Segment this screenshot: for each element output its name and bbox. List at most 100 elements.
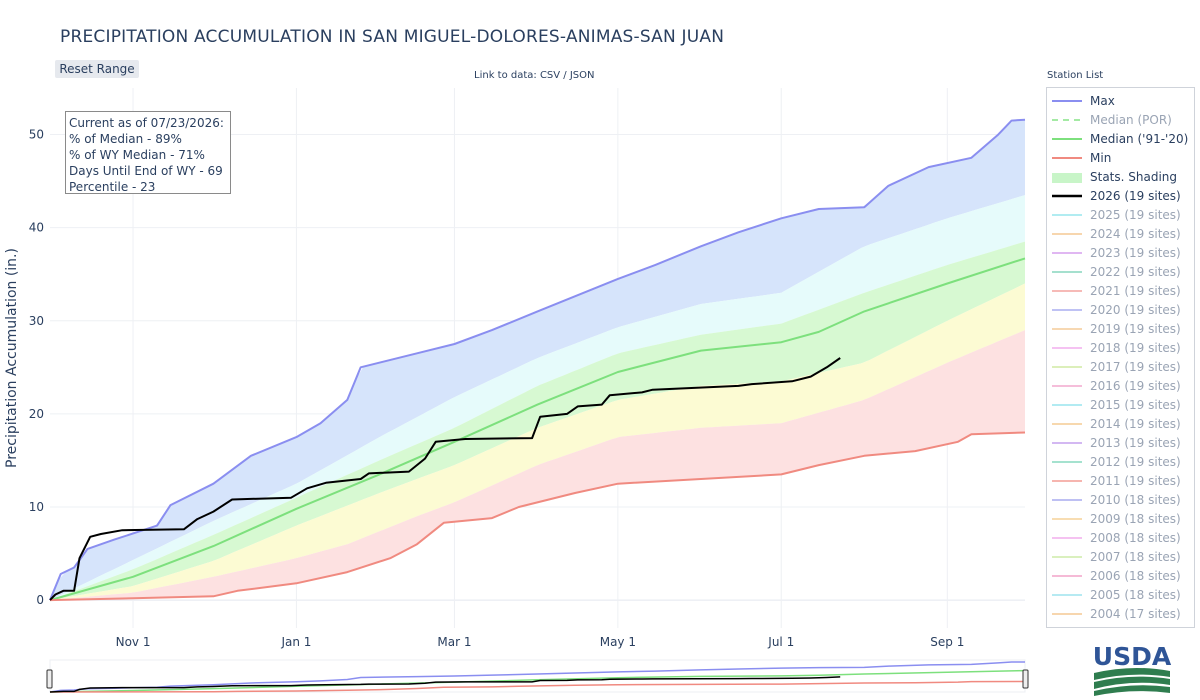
legend-item[interactable]: 2015 (19 sites)	[1051, 396, 1191, 415]
legend-label: 2012 (19 sites)	[1090, 455, 1181, 469]
x-tick-label: Nov 1	[116, 635, 151, 649]
legend-swatch	[1052, 385, 1082, 387]
y-tick-label: 10	[29, 500, 44, 514]
station-legend: Max Median (POR) Median ('91-'20) Min Stats.…	[1046, 87, 1195, 628]
legend-label: 2014 (19 sites)	[1090, 417, 1181, 431]
legend-swatch	[1052, 594, 1082, 596]
legend-swatch	[1052, 290, 1082, 292]
chart-axes: 0 10 20 30 40 50 Nov 1 Jan 1 Mar 1 May 1 Jul 1 Sep …	[29, 128, 965, 649]
legend-label: 2006 (18 sites)	[1090, 569, 1181, 583]
legend-item[interactable]: 2014 (19 sites)	[1051, 415, 1191, 434]
legend-item[interactable]: 2019 (19 sites)	[1051, 320, 1191, 339]
legend-item[interactable]: 2026 (19 sites)	[1051, 187, 1191, 206]
legend-label: 2019 (19 sites)	[1090, 322, 1181, 336]
series-lines	[49, 118, 1026, 602]
legend-swatch	[1052, 347, 1082, 349]
usda-logo: USDA	[1093, 642, 1172, 696]
range-slider	[46, 659, 1029, 693]
usda-logo-text: USDA	[1093, 642, 1172, 671]
legend-label: 2007 (18 sites)	[1090, 550, 1181, 564]
legend-label: 2021 (19 sites)	[1090, 284, 1181, 298]
legend-item[interactable]: 2004 (17 sites)	[1051, 605, 1191, 624]
legend-swatch	[1052, 404, 1082, 406]
legend-item[interactable]: 2008 (18 sites)	[1051, 529, 1191, 548]
legend-label: 2024 (19 sites)	[1090, 227, 1181, 241]
legend-item[interactable]: 2022 (19 sites)	[1051, 263, 1191, 282]
info-line-percentile: Percentile - 23	[69, 180, 156, 194]
legend-label: 2005 (18 sites)	[1090, 588, 1181, 602]
legend-label: 2011 (19 sites)	[1090, 474, 1181, 488]
legend-swatch	[1052, 499, 1082, 501]
x-tick-label: Jan 1	[280, 635, 311, 649]
legend-label: 2010 (18 sites)	[1090, 493, 1181, 507]
legend-swatch	[1052, 309, 1082, 311]
legend-item[interactable]: 2006 (18 sites)	[1051, 567, 1191, 586]
legend-item[interactable]: Min	[1051, 149, 1191, 168]
range-series-line	[49, 680, 1026, 693]
legend-label: 2018 (19 sites)	[1090, 341, 1181, 355]
legend-swatch	[1052, 480, 1082, 482]
legend-item[interactable]: 2009 (18 sites)	[1051, 510, 1191, 529]
legend-swatch	[1052, 442, 1082, 444]
info-line-wy-median: % of WY Median - 71%	[69, 148, 205, 162]
legend-item[interactable]: 2012 (19 sites)	[1051, 453, 1191, 472]
legend-item[interactable]: 2005 (18 sites)	[1051, 586, 1191, 605]
y-tick-label: 20	[29, 407, 44, 421]
legend-swatch	[1052, 173, 1082, 183]
legend-item[interactable]: 2024 (19 sites)	[1051, 225, 1191, 244]
legend-label: Stats. Shading	[1090, 170, 1178, 184]
legend-item[interactable]: 2010 (18 sites)	[1051, 491, 1191, 510]
reset-range-button[interactable]: Reset Range	[55, 60, 139, 78]
legend-swatch	[1052, 119, 1082, 121]
legend-item[interactable]: 2023 (19 sites)	[1051, 244, 1191, 263]
info-line-current: Current as of 07/23/2026:	[69, 116, 224, 130]
legend-swatch	[1052, 423, 1082, 425]
legend-label: 2022 (19 sites)	[1090, 265, 1181, 279]
range-handle-right	[1022, 669, 1029, 689]
link-to-data[interactable]: Link to data: CSV / JSON	[474, 70, 595, 81]
legend-item[interactable]: Max	[1051, 92, 1191, 111]
legend-label: Min	[1090, 151, 1112, 165]
legend-swatch	[1052, 518, 1082, 520]
legend-item[interactable]: 2007 (18 sites)	[1051, 548, 1191, 567]
legend-item[interactable]: 2020 (19 sites)	[1051, 301, 1191, 320]
legend-label: 2004 (17 sites)	[1090, 607, 1181, 621]
legend-item[interactable]: Median (POR)	[1051, 111, 1191, 130]
legend-swatch	[1052, 366, 1082, 368]
series-line-2026-19-sites-	[49, 357, 841, 601]
series-line-max	[49, 118, 1026, 601]
y-axis-title: Precipitation Accumulation (in.)	[4, 248, 20, 468]
range-series-line	[49, 676, 841, 693]
legend-swatch	[1052, 194, 1082, 198]
band-p30-p10	[50, 283, 1025, 601]
legend-label: 2013 (19 sites)	[1090, 436, 1181, 450]
range-series-line	[49, 669, 1026, 693]
legend-label: 2023 (19 sites)	[1090, 246, 1181, 260]
y-axis-title-group: Precipitation Accumulation (in.)	[4, 248, 20, 468]
legend-swatch	[1052, 271, 1082, 273]
legend-item[interactable]: 2013 (19 sites)	[1051, 434, 1191, 453]
y-tick-label: 40	[29, 221, 44, 235]
legend-label: Median (POR)	[1090, 113, 1172, 127]
legend-item[interactable]: Median ('91-'20)	[1051, 130, 1191, 149]
x-tick-label: Sep 1	[930, 635, 964, 649]
legend-label: 2017 (19 sites)	[1090, 360, 1181, 374]
legend-swatch	[1052, 252, 1082, 254]
info-line-median: % of Median - 89%	[69, 132, 182, 146]
legend-item[interactable]: 2017 (19 sites)	[1051, 358, 1191, 377]
legend-item[interactable]: 2011 (19 sites)	[1051, 472, 1191, 491]
legend-item[interactable]: 2018 (19 sites)	[1051, 339, 1191, 358]
legend-swatch	[1052, 461, 1082, 463]
series-line-median-91-20-	[49, 257, 1026, 602]
legend-label: Median ('91-'20)	[1090, 132, 1189, 146]
legend-swatch	[1052, 328, 1082, 330]
legend-item[interactable]: 2021 (19 sites)	[1051, 282, 1191, 301]
legend-item[interactable]: 2025 (19 sites)	[1051, 206, 1191, 225]
legend-label: Max	[1090, 94, 1115, 108]
legend-item[interactable]: 2016 (19 sites)	[1051, 377, 1191, 396]
legend-item[interactable]: Stats. Shading	[1051, 168, 1191, 187]
x-tick-label: May 1	[600, 635, 636, 649]
band-max-p90	[50, 119, 1025, 601]
legend-label: 2009 (18 sites)	[1090, 512, 1181, 526]
